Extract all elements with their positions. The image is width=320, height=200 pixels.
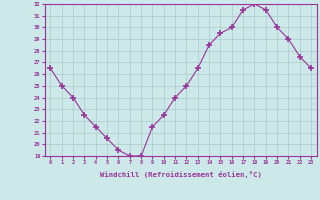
X-axis label: Windchill (Refroidissement éolien,°C): Windchill (Refroidissement éolien,°C): [100, 171, 262, 178]
